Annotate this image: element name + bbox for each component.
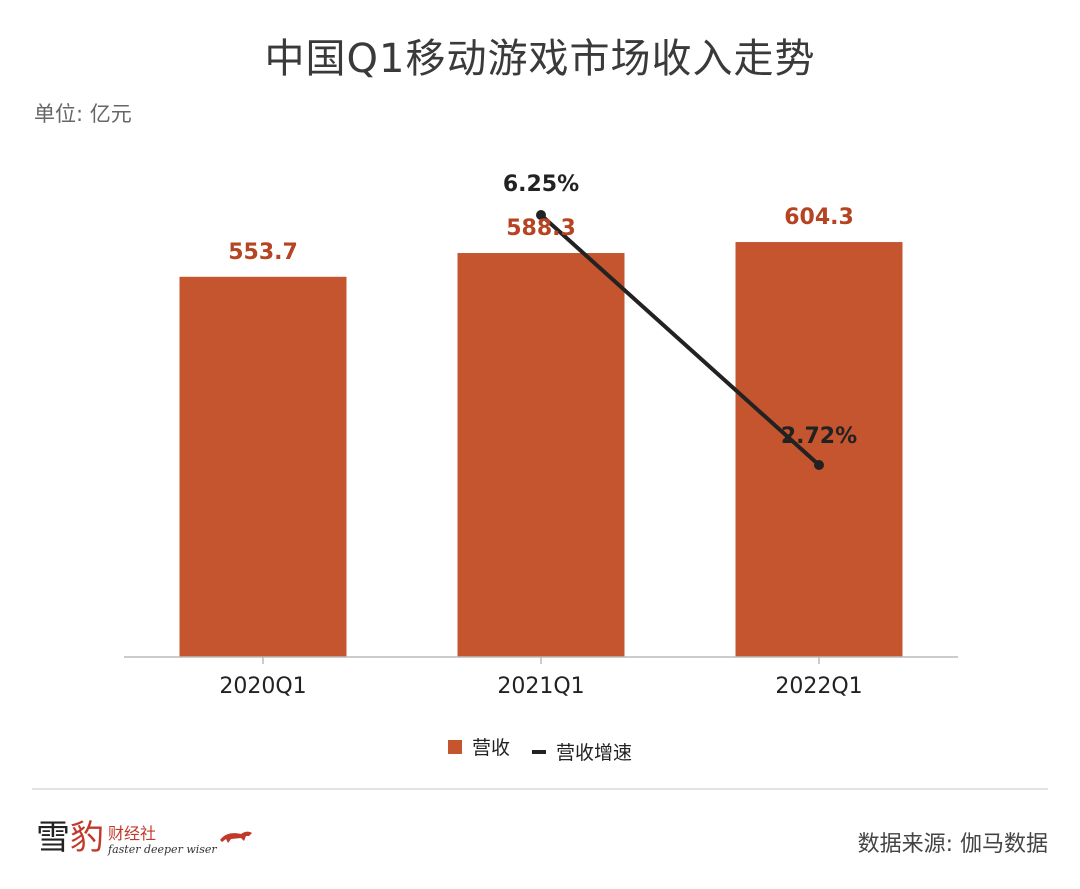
legend-label-revenue: 营收 [471, 737, 510, 759]
legend-swatch-bar [447, 739, 462, 754]
legend: 营收 营收增速 [0, 733, 1080, 765]
growth-line-segment [539, 213, 821, 467]
legend-item-growth[interactable]: 营收增速 [532, 738, 632, 765]
x-ticks-layer: 2020Q1 2021Q1 2022Q1 [219, 657, 863, 699]
legend-item-revenue[interactable]: 营收 [447, 733, 510, 760]
x-tick-label-2021Q1: 2021Q1 [497, 674, 584, 699]
growth-point-2022Q1[interactable] [814, 460, 824, 470]
leopard-icon [219, 831, 252, 843]
legend-swatch-line [532, 749, 547, 754]
growth-point-2021Q1[interactable] [536, 210, 546, 220]
bar-value-label-2020Q1: 553.7 [228, 240, 298, 265]
growth-label-2022Q1: 2.72% [781, 424, 857, 449]
brand-tagline: faster deeper wiser [108, 843, 217, 856]
x-tick-label-2022Q1: 2022Q1 [775, 674, 862, 699]
data-source: 数据来源: 伽马数据 [857, 832, 1048, 857]
unit-label: 单位: 亿元 [34, 102, 132, 126]
bar-2022Q1[interactable] [735, 242, 903, 657]
bar-2021Q1[interactable] [457, 253, 625, 657]
growth-line-layer: 6.25% 2.72% [503, 172, 857, 470]
growth-label-2021Q1: 6.25% [503, 172, 579, 197]
bars-layer [179, 242, 903, 657]
labels-layer: 553.7 588.3 604.3 [228, 205, 854, 265]
x-tick-label-2020Q1: 2020Q1 [219, 674, 306, 699]
brand-logo: 雪豹 财经社 faster deeper wiser [36, 818, 253, 858]
legend-label-growth: 营收增速 [556, 742, 633, 764]
bar-value-label-2021Q1: 588.3 [506, 216, 576, 241]
footer-divider [32, 788, 1048, 790]
brand-sub-cn: 财经社 [108, 824, 157, 843]
chart-title: 中国Q1移动游戏市场收入走势 [264, 36, 816, 82]
brand-sub: 财经社 faster deeper wiser [108, 826, 217, 858]
bar-2020Q1[interactable] [179, 276, 347, 657]
brand-name: 雪豹 [36, 818, 104, 858]
bar-value-label-2022Q1: 604.3 [784, 205, 854, 230]
